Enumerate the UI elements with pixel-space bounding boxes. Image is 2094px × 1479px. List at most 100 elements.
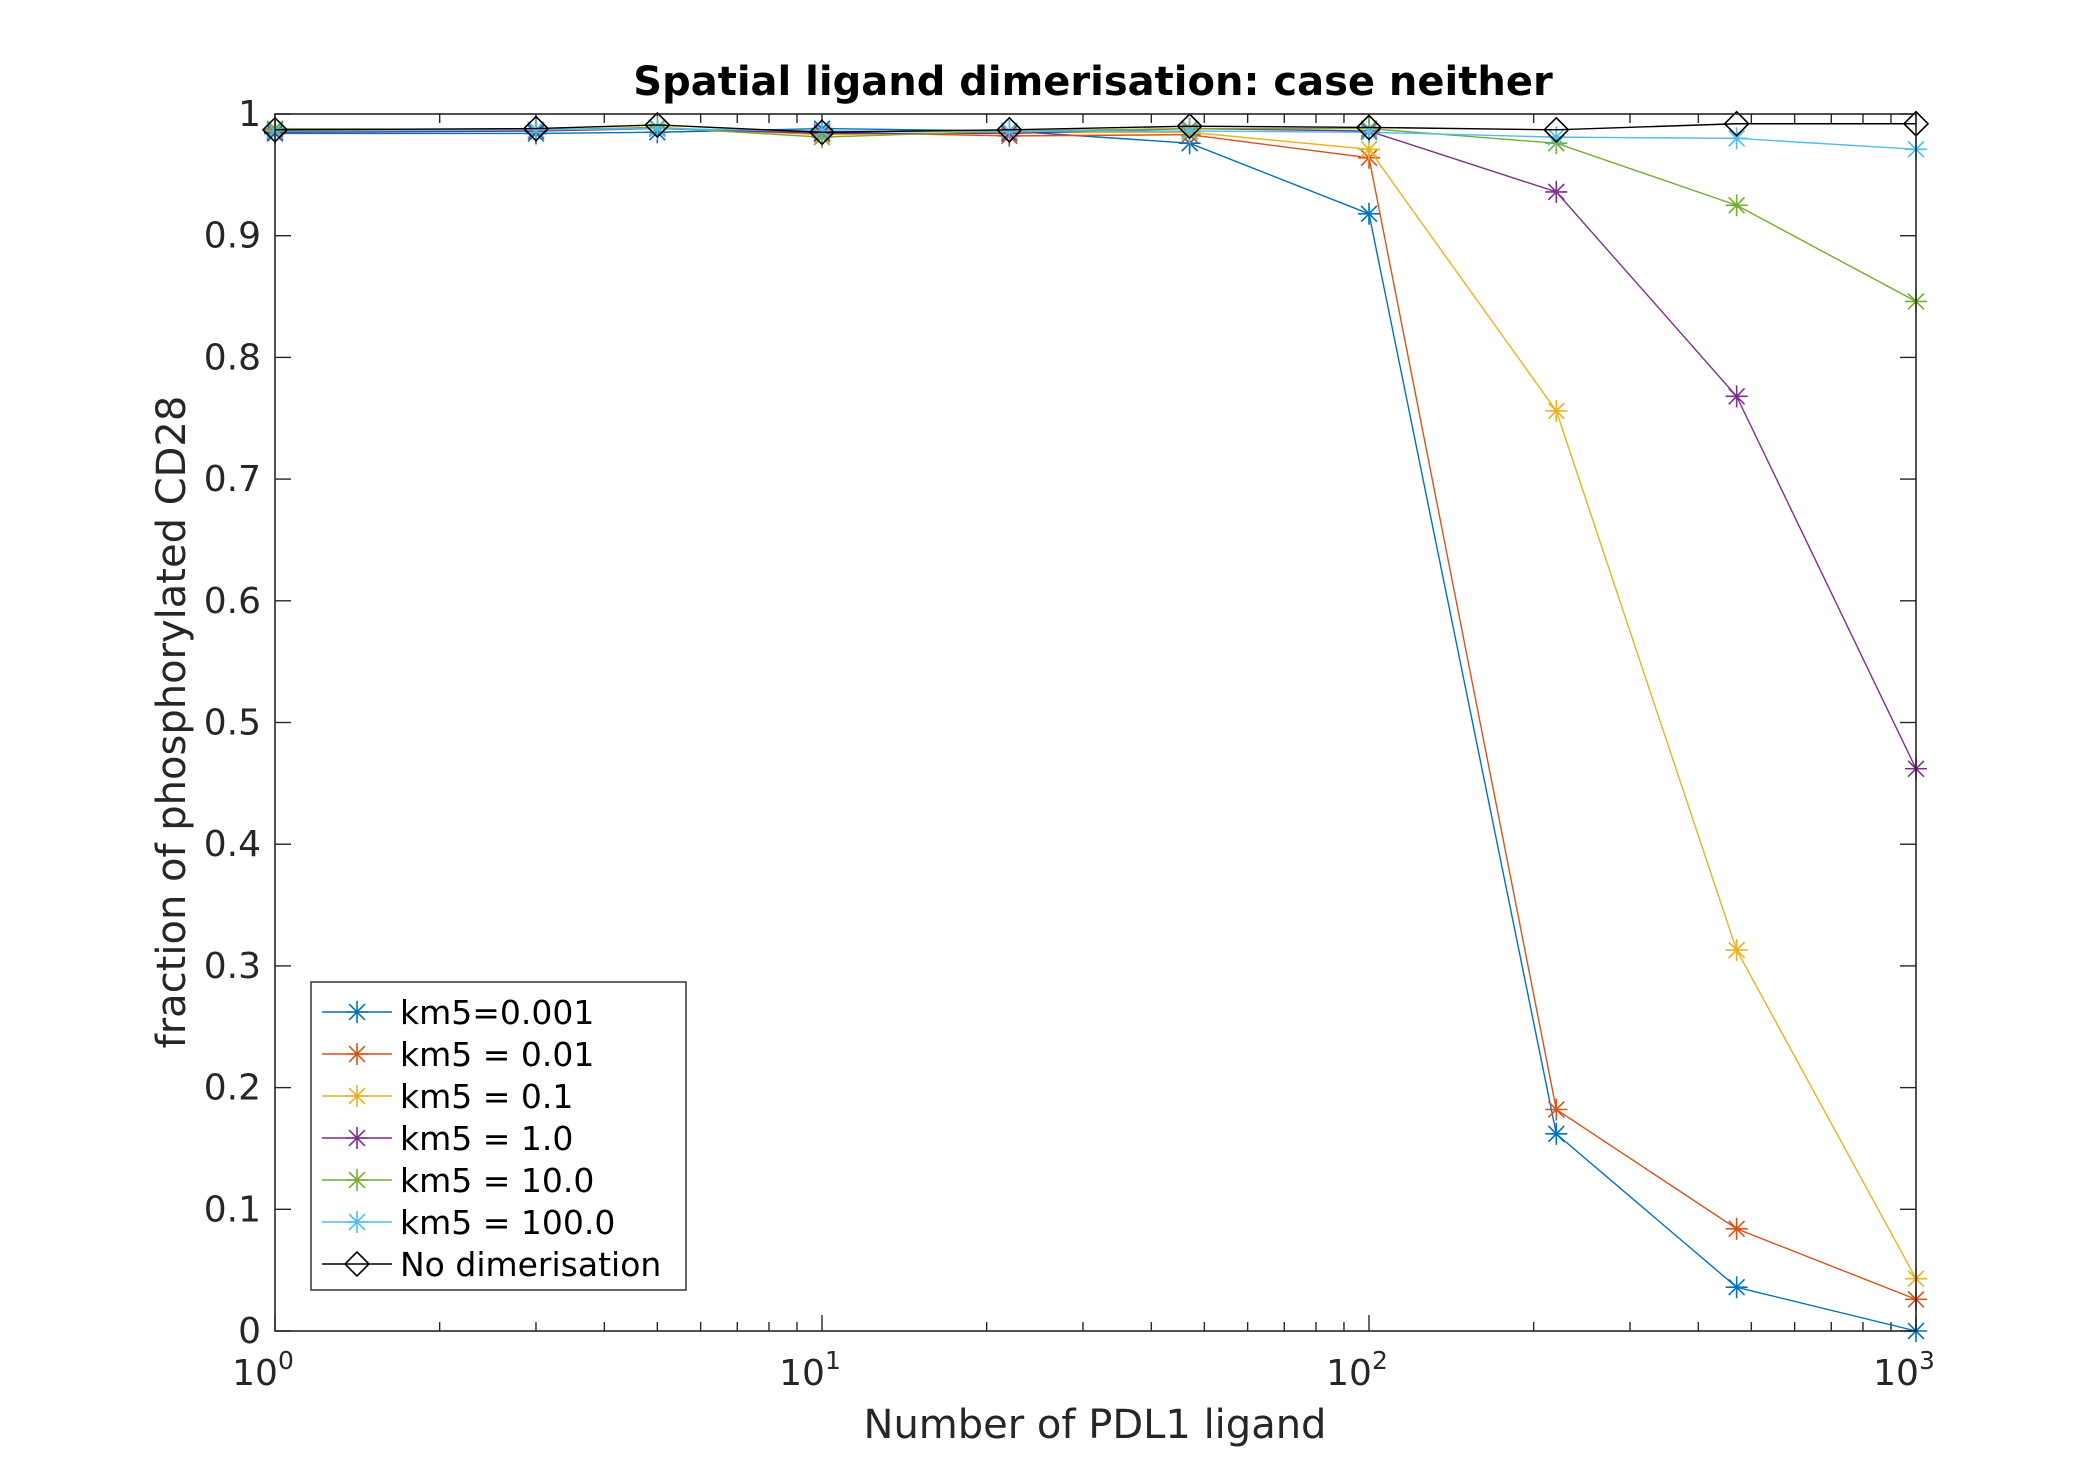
data-point bbox=[644, 111, 671, 139]
legend-marker-shape bbox=[346, 1001, 368, 1023]
data-point bbox=[1545, 180, 1568, 203]
data-point bbox=[1545, 1098, 1568, 1121]
data-point-shape bbox=[524, 118, 547, 141]
data-point-shape bbox=[1358, 138, 1380, 161]
data-point bbox=[1725, 385, 1748, 408]
y-axis-label: fraction of phosphorylated CD28 bbox=[149, 396, 195, 1049]
x-tick-label: 100 bbox=[232, 1346, 294, 1394]
legend-marker bbox=[346, 1211, 368, 1233]
x-tick-labels: 100 101 102 103 bbox=[232, 1346, 1935, 1394]
data-point bbox=[1355, 114, 1383, 141]
data-point bbox=[808, 119, 836, 146]
legend-marker-shape bbox=[346, 1211, 368, 1233]
legend-entry: No dimerisation bbox=[322, 1245, 661, 1284]
x-tick-exponent: 3 bbox=[1919, 1346, 1935, 1375]
y-tick-label: 0.2 bbox=[204, 1068, 261, 1109]
data-point-shape bbox=[1545, 1122, 1568, 1145]
y-tick-label: 1 bbox=[238, 94, 261, 135]
x-tick-base: 10 bbox=[1873, 1353, 1919, 1394]
data-point bbox=[646, 117, 669, 140]
data-point bbox=[1725, 194, 1748, 217]
data-point bbox=[1725, 1276, 1748, 1299]
data-point bbox=[1358, 121, 1380, 144]
data-point bbox=[1725, 127, 1748, 150]
x-tick-exponent: 2 bbox=[1372, 1346, 1388, 1375]
legend-marker bbox=[346, 1169, 368, 1191]
x-tick-label: 101 bbox=[779, 1346, 841, 1394]
y-tick-label: 0.3 bbox=[204, 946, 261, 987]
legend-marker bbox=[346, 1085, 368, 1107]
data-point bbox=[1725, 1217, 1748, 1240]
data-point bbox=[1545, 399, 1568, 422]
y-tick-label: 0 bbox=[238, 1311, 261, 1352]
legend-marker-shape bbox=[346, 1085, 368, 1107]
y-tick-labels: 0 0.1 0.2 0.3 0.4 0.5 0.6 0.7 0.8 0.9 1 bbox=[204, 94, 261, 1352]
legend-label: km5 = 100.0 bbox=[400, 1203, 615, 1242]
data-point-shape bbox=[1725, 194, 1748, 217]
legend-entry: km5=0.001 bbox=[322, 993, 594, 1032]
data-point bbox=[524, 118, 547, 141]
data-point-shape bbox=[1358, 121, 1380, 144]
legend-label: km5 = 0.01 bbox=[400, 1035, 594, 1074]
data-point-shape bbox=[1358, 202, 1380, 225]
data-point-shape bbox=[1545, 399, 1568, 422]
data-point bbox=[996, 116, 1023, 143]
x-tick-base: 10 bbox=[1326, 1353, 1372, 1394]
data-point bbox=[811, 120, 833, 143]
legend-entry: km5 = 100.0 bbox=[322, 1203, 615, 1242]
series-line bbox=[274, 127, 1917, 150]
legend-entry: km5 = 1.0 bbox=[322, 1119, 573, 1158]
y-tick-label: 0.1 bbox=[204, 1189, 261, 1230]
data-point-shape bbox=[1725, 127, 1748, 150]
legend-marker bbox=[343, 1250, 371, 1278]
data-point bbox=[1176, 113, 1203, 140]
legend-label: km5 = 10.0 bbox=[400, 1161, 594, 1200]
data-point-shape bbox=[998, 120, 1021, 143]
data-point bbox=[998, 120, 1021, 143]
data-point-shape bbox=[1545, 1098, 1568, 1121]
data-series bbox=[261, 110, 1930, 1342]
data-point-shape bbox=[1725, 939, 1748, 962]
legend-marker bbox=[346, 1127, 368, 1149]
x-tick-base: 10 bbox=[779, 1353, 825, 1394]
series-line bbox=[275, 127, 1917, 1332]
legend-label: No dimerisation bbox=[400, 1245, 661, 1284]
x-tick-label: 102 bbox=[1326, 1346, 1388, 1394]
data-point-shape bbox=[811, 120, 833, 143]
legend-marker-shape bbox=[346, 1169, 368, 1191]
plot-box bbox=[274, 113, 1917, 1332]
x-tick-exponent: 1 bbox=[825, 1346, 841, 1375]
legend-entry: km5 = 0.01 bbox=[322, 1035, 594, 1074]
legend-marker bbox=[346, 1001, 368, 1023]
data-point-shape bbox=[1545, 180, 1568, 203]
legend-entry: km5 = 10.0 bbox=[322, 1161, 594, 1200]
data-point bbox=[1358, 202, 1380, 225]
data-point bbox=[1178, 120, 1201, 143]
legend-marker-shape bbox=[346, 1127, 368, 1149]
data-point bbox=[1545, 126, 1568, 149]
data-point-shape bbox=[1545, 126, 1568, 149]
y-tick-label: 0.5 bbox=[204, 703, 261, 744]
legend-label: km5 = 1.0 bbox=[400, 1119, 573, 1158]
data-point-shape bbox=[1725, 385, 1748, 408]
y-tick-label: 0.7 bbox=[204, 459, 261, 500]
data-point bbox=[1358, 138, 1380, 161]
y-tick-label: 0.6 bbox=[204, 581, 261, 622]
data-point bbox=[1723, 110, 1750, 137]
x-axis-label: Number of PDL1 ligand bbox=[864, 1402, 1327, 1448]
data-point-shape bbox=[1178, 120, 1201, 143]
legend-entry: km5 = 0.1 bbox=[322, 1077, 573, 1116]
data-point bbox=[1543, 116, 1570, 143]
chart-title: Spatial ligand dimerisation: case neithe… bbox=[633, 59, 1553, 105]
data-point-shape bbox=[1725, 1217, 1748, 1240]
y-tick-label: 0.9 bbox=[204, 216, 261, 257]
legend-label: km5 = 0.1 bbox=[400, 1077, 573, 1116]
data-point bbox=[1725, 939, 1748, 962]
y-tick-label: 0.4 bbox=[204, 824, 261, 865]
data-point bbox=[522, 115, 550, 142]
series-7 bbox=[261, 110, 1930, 146]
